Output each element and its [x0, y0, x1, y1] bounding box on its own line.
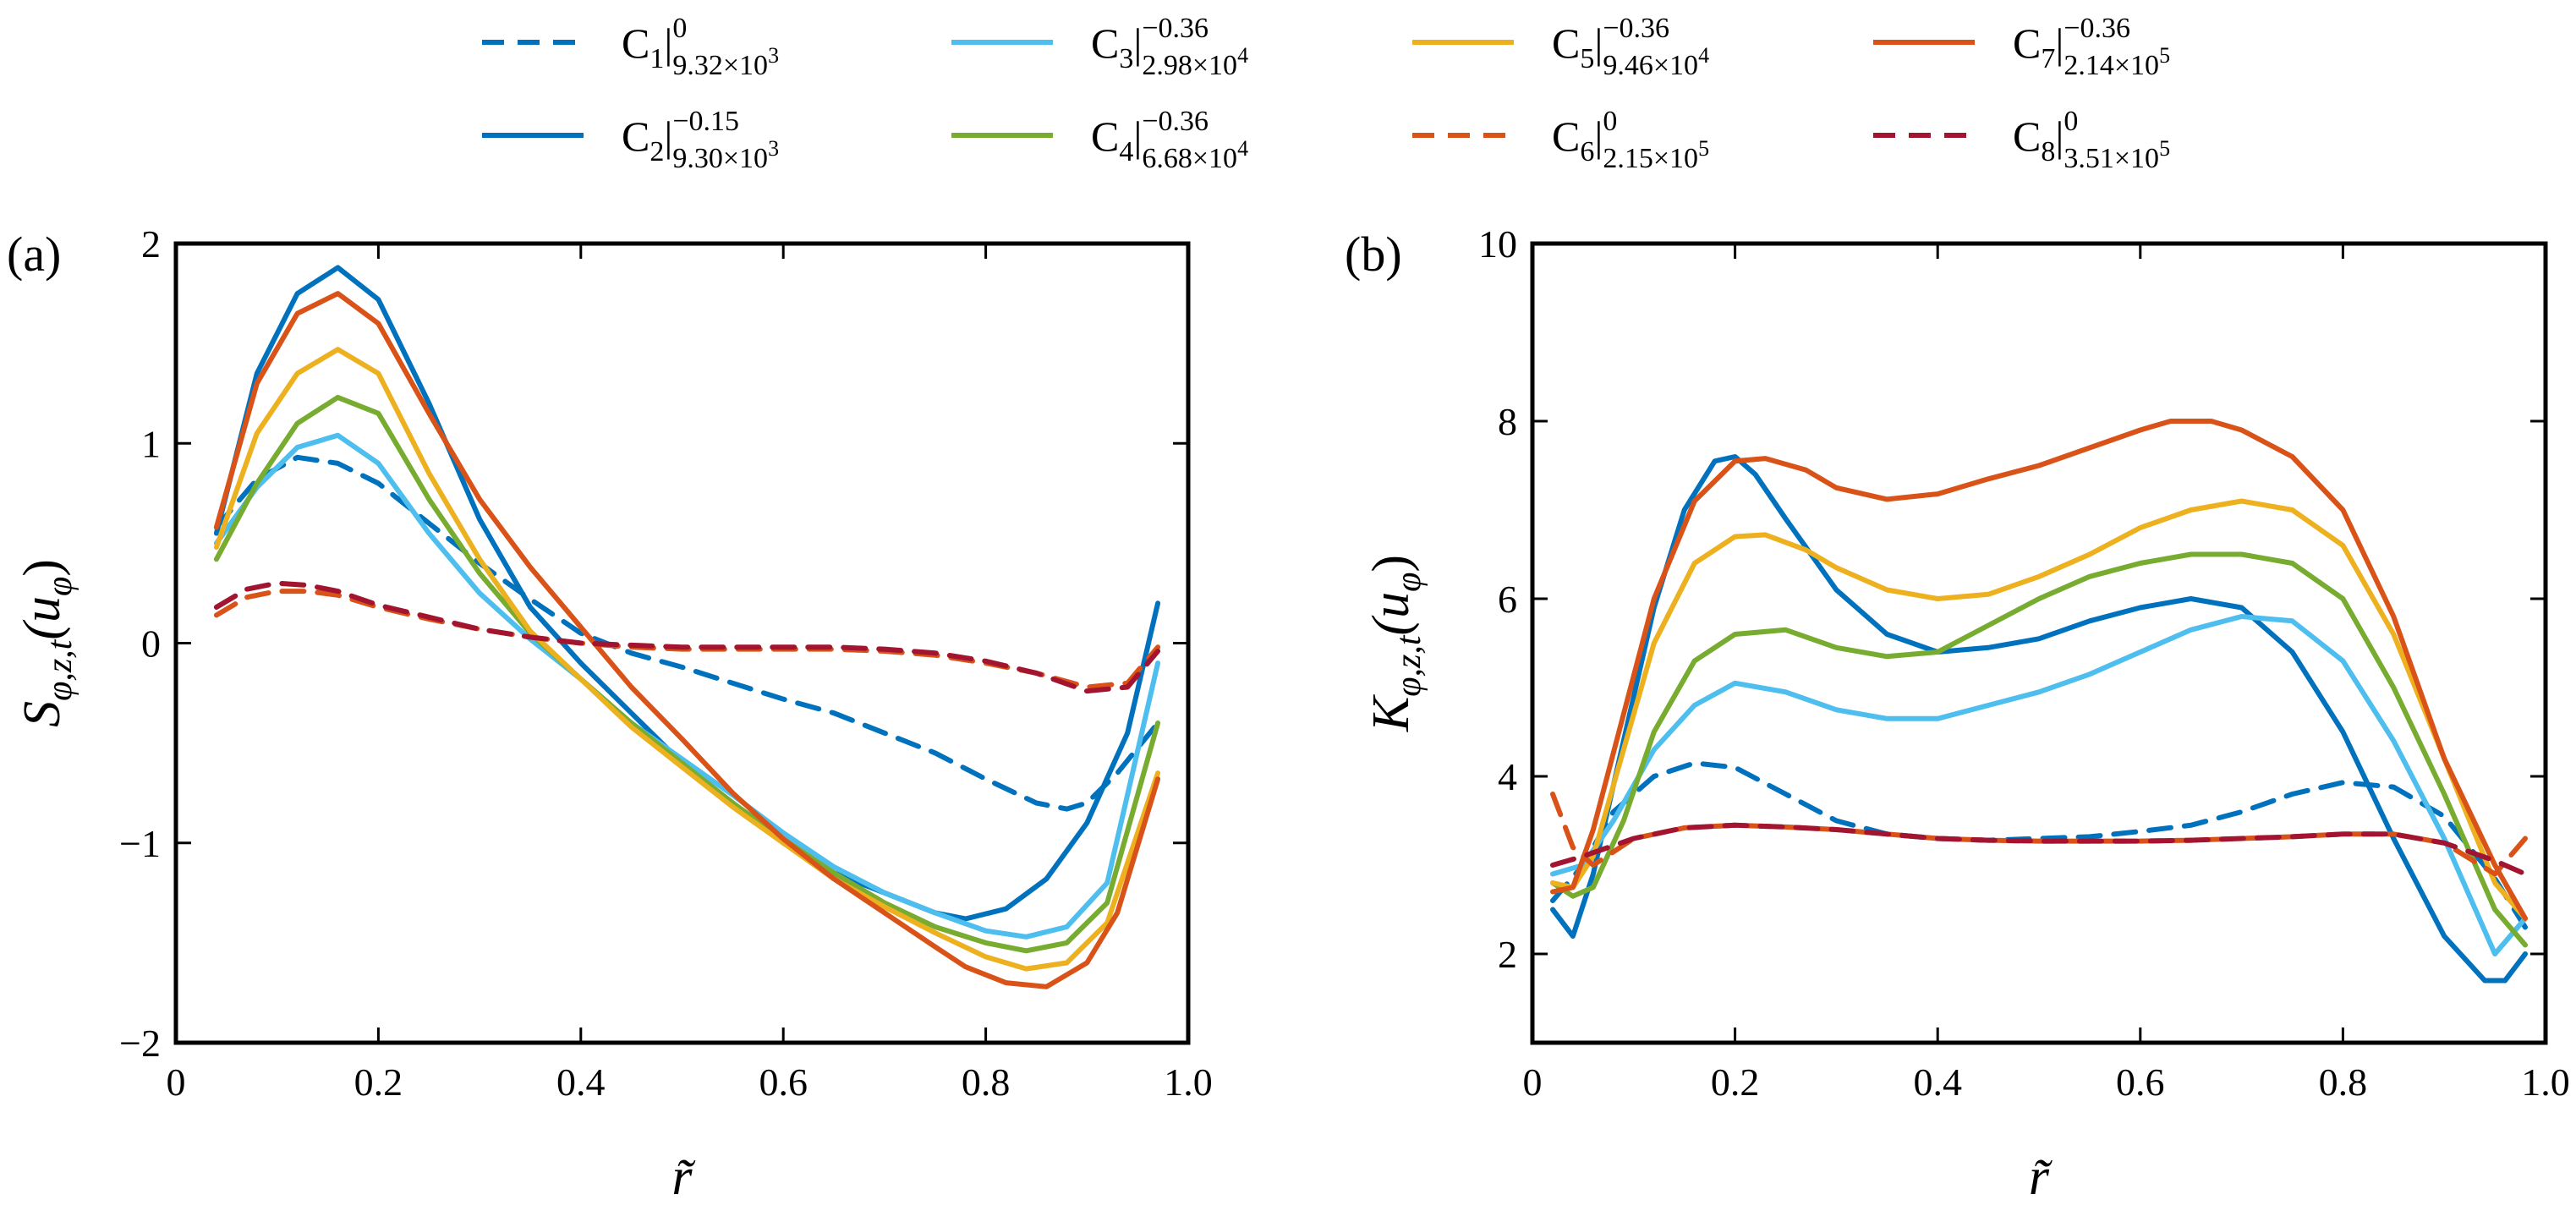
panel-b: 0 0.2 0.4 0.6 0.8 1.0 2 4 6 8 10 (b) r̃ Kφ,z,t(uφ): [1345, 222, 2570, 1206]
x-tick-label-b: 0.6: [2116, 1060, 2165, 1104]
x-tick-label-a: 0.2: [354, 1060, 403, 1104]
series-group-b: [1550, 419, 2528, 984]
x-axis-label-b: r̃: [2029, 1148, 2053, 1206]
y-tick-label-b: 6: [1498, 578, 1517, 621]
x-tick-label-b: 0.2: [1711, 1060, 1760, 1104]
x-tick-label-b: 0.8: [2319, 1060, 2368, 1104]
legend-label-c1: C1|0 9.32×103: [622, 13, 779, 81]
x-tick-label-b: 0: [1523, 1060, 1543, 1104]
legend-entry-c7: C7|−0.36 2.14×105: [1873, 13, 2170, 81]
series-line-a-c7: [213, 291, 1161, 989]
y-tick-label-a: 2: [141, 222, 161, 266]
y-tick-label-b: 4: [1498, 755, 1517, 798]
series-line-a-c6: [213, 589, 1161, 690]
y-tick-label-a: 1: [141, 422, 161, 465]
legend-entry-c8: C8|0 3.51×105: [1873, 106, 2170, 174]
legend-label-c6: C6|0 2.15×105: [1552, 106, 1709, 174]
plot-frame-a: [173, 241, 1191, 1045]
legend-entry-c6: C6|0 2.15×105: [1412, 106, 1709, 174]
x-tick-label-a: 0.8: [962, 1060, 1011, 1104]
x-tick-label-a: 0.4: [556, 1060, 606, 1104]
legend-label-c7: C7|−0.36 2.14×105: [2013, 13, 2170, 81]
legend-entry-c3: C3|−0.36 2.98×104: [951, 13, 1248, 81]
panel-a: 0 0.2 0.4 0.6 0.8 1.0 −2 −1 0 1 2 (a) r̃ Sφ,z,t(uφ): [7, 222, 1213, 1206]
panel-label-b: (b): [1345, 227, 1402, 282]
series-line-b-c7: [1550, 419, 2528, 921]
y-tick-label-a: −1: [119, 822, 161, 865]
x-tick-label-b: 1.0: [2521, 1060, 2570, 1104]
y-tick-label-b: 10: [1478, 222, 1517, 266]
y-tick-label-b: 2: [1498, 933, 1517, 976]
series-line-a-c5: [213, 347, 1161, 972]
y-tick-label-a: −2: [119, 1022, 161, 1065]
y-axis-label-b: Kφ,z,t(uφ): [1362, 555, 1428, 732]
series-line-b-c1: [1550, 760, 2528, 930]
series-line-a-c2: [213, 265, 1161, 922]
legend-entry-c5: C5|−0.36 9.46×104: [1412, 13, 1709, 81]
x-tick-label-a: 1.0: [1164, 1060, 1213, 1104]
legend-label-c4: C4|−0.36 6.68×104: [1091, 106, 1248, 174]
legend-label-c2: C2|−0.15 9.30×103: [622, 106, 779, 174]
panel-label-a: (a): [7, 227, 61, 282]
legend-entry-c2: C2|−0.15 9.30×103: [482, 106, 779, 174]
series-line-b-c5: [1550, 498, 2528, 921]
y-axis-label-a: Sφ,z,t(uφ): [14, 559, 79, 727]
legend-entry-c1: C1|0 9.32×103: [482, 13, 779, 81]
x-tick-label-a: 0.6: [759, 1060, 808, 1104]
series-group-a: [213, 265, 1161, 989]
legend-entry-c4: C4|−0.36 6.68×104: [951, 106, 1248, 174]
series-line-b-c4: [1550, 551, 2528, 948]
legend-label-c8: C8|0 3.51×105: [2013, 106, 2170, 174]
plot-frame-b: [1530, 241, 2548, 1045]
y-tick-label-b: 8: [1498, 400, 1517, 443]
legend-label-c3: C3|−0.36 2.98×104: [1091, 13, 1248, 81]
legend: C1|0 9.32×103 C3|−0.36 2.98×104 C5|−0.36 9.46…: [482, 13, 2170, 174]
series-line-a-c8: [213, 580, 1161, 694]
series-line-a-c3: [213, 432, 1161, 940]
series-line-b-c3: [1550, 614, 2528, 956]
legend-label-c5: C5|−0.36 9.46×104: [1552, 13, 1709, 81]
x-axis-label-a: r̃: [671, 1148, 695, 1206]
series-line-b-c8: [1550, 822, 2528, 877]
x-tick-label-a: 0: [167, 1060, 186, 1104]
y-tick-label-a: 0: [141, 622, 161, 666]
x-tick-label-b: 0.4: [1913, 1060, 1962, 1104]
series-line-a-c4: [213, 394, 1161, 954]
series-line-a-c1: [213, 454, 1161, 812]
